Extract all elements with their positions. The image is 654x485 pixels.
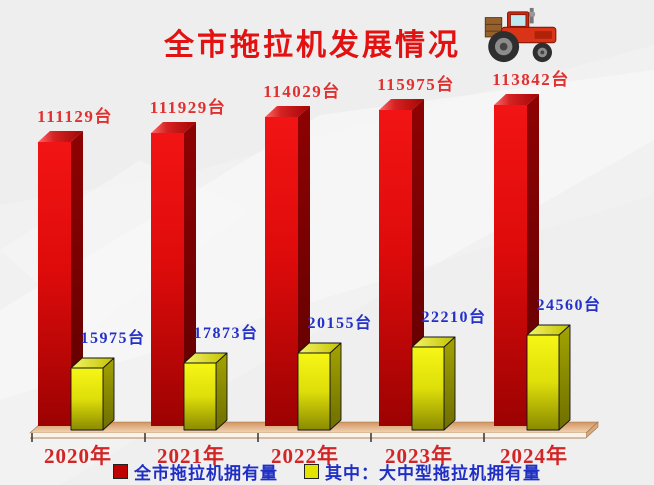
large-bar-2022年: [297, 342, 342, 431]
large-bar-2021年: [183, 352, 228, 431]
legend-item-total: 全市拖拉机拥有量: [113, 459, 278, 484]
legend-swatch-large-icon: [304, 464, 319, 479]
chart-legend: 全市拖拉机拥有量 其中：大中型拖拉机拥有量: [0, 459, 654, 484]
tractor-icon: [484, 7, 557, 63]
chart-title: 全市拖拉机发展情况: [164, 28, 461, 63]
legend-item-large: 其中：大中型拖拉机拥有量: [304, 459, 541, 484]
legend-label-large: 其中：大中型拖拉机拥有量: [325, 464, 541, 484]
legend-label-total: 全市拖拉机拥有量: [134, 464, 278, 484]
legend-swatch-total-icon: [113, 464, 128, 479]
total-bar-2020年: [38, 131, 83, 426]
large-bar-2024年: [526, 324, 571, 431]
large-bar-2020年: [70, 357, 115, 431]
large-bar-2023年: [411, 336, 456, 431]
floor-front: [30, 433, 586, 438]
bars: [38, 94, 571, 431]
total-bar-2021年: [151, 122, 196, 426]
